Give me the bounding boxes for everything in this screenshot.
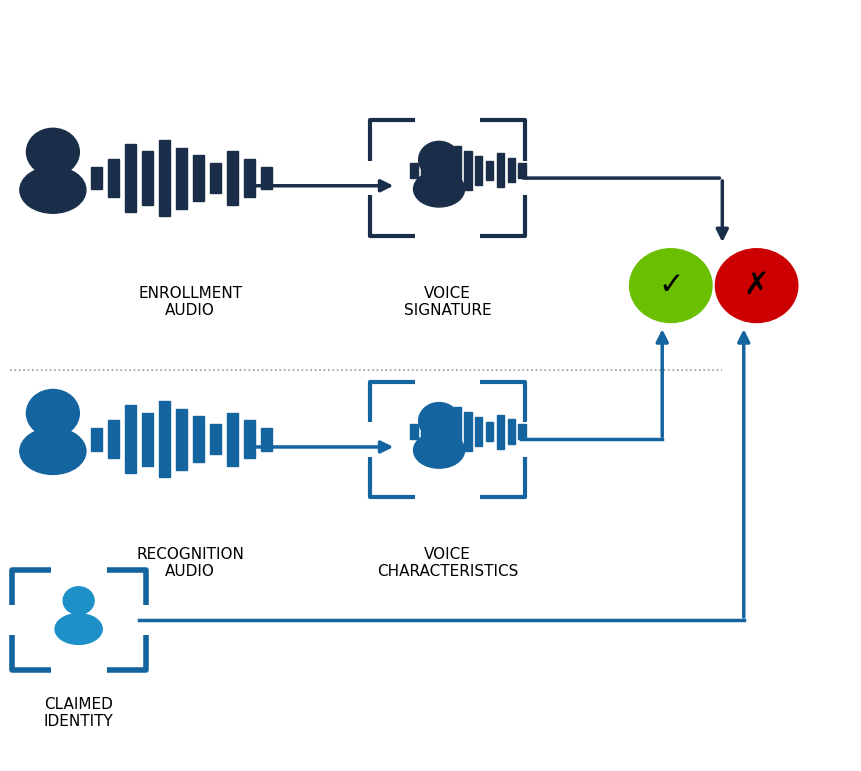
- Text: ✗: ✗: [744, 271, 770, 300]
- Bar: [421, 419, 429, 443]
- Circle shape: [418, 141, 460, 178]
- Bar: [518, 163, 526, 177]
- Ellipse shape: [413, 433, 465, 468]
- Bar: [261, 428, 272, 451]
- Bar: [454, 407, 461, 456]
- Bar: [421, 158, 429, 183]
- Bar: [108, 159, 120, 197]
- Text: CLAIMED
IDENTITY: CLAIMED IDENTITY: [44, 697, 114, 729]
- Bar: [244, 159, 256, 197]
- Bar: [508, 419, 515, 443]
- Circle shape: [63, 587, 94, 614]
- Text: ✓: ✓: [658, 271, 684, 300]
- Bar: [443, 415, 450, 449]
- Bar: [176, 148, 188, 208]
- Bar: [411, 163, 418, 177]
- Text: RECOGNITION
AUDIO: RECOGNITION AUDIO: [136, 547, 245, 579]
- Bar: [176, 409, 188, 470]
- Bar: [91, 167, 102, 190]
- Bar: [210, 424, 221, 454]
- Text: VOICE
CHARACTERISTICS: VOICE CHARACTERISTICS: [377, 547, 518, 579]
- Bar: [108, 420, 120, 458]
- Bar: [497, 153, 504, 187]
- Text: VOICE
SIGNATURE: VOICE SIGNATURE: [404, 285, 492, 318]
- Ellipse shape: [20, 428, 86, 474]
- Text: ENROLLMENT
AUDIO: ENROLLMENT AUDIO: [138, 285, 242, 318]
- Circle shape: [27, 128, 79, 176]
- Bar: [432, 149, 439, 192]
- Bar: [475, 156, 482, 185]
- Bar: [159, 401, 170, 477]
- Bar: [475, 417, 482, 446]
- Bar: [486, 422, 493, 441]
- Bar: [443, 153, 450, 187]
- Bar: [518, 424, 526, 439]
- Bar: [454, 146, 461, 194]
- Bar: [125, 144, 136, 212]
- Bar: [411, 424, 418, 439]
- Bar: [227, 151, 238, 204]
- Bar: [142, 412, 153, 466]
- Bar: [486, 160, 493, 180]
- Bar: [227, 412, 238, 466]
- Bar: [193, 416, 204, 462]
- Bar: [244, 420, 256, 458]
- Bar: [261, 167, 272, 190]
- Bar: [508, 158, 515, 183]
- Bar: [159, 140, 170, 216]
- Ellipse shape: [20, 167, 86, 214]
- Bar: [210, 163, 221, 194]
- Ellipse shape: [55, 614, 102, 645]
- Bar: [464, 412, 472, 451]
- Bar: [497, 415, 504, 449]
- Circle shape: [629, 249, 712, 322]
- Circle shape: [27, 389, 79, 437]
- Bar: [193, 155, 204, 201]
- Ellipse shape: [413, 171, 465, 207]
- Circle shape: [418, 402, 460, 439]
- Bar: [91, 428, 102, 451]
- Bar: [125, 405, 136, 473]
- Bar: [464, 151, 472, 190]
- Bar: [142, 151, 153, 204]
- Bar: [432, 410, 439, 453]
- Circle shape: [715, 249, 798, 322]
